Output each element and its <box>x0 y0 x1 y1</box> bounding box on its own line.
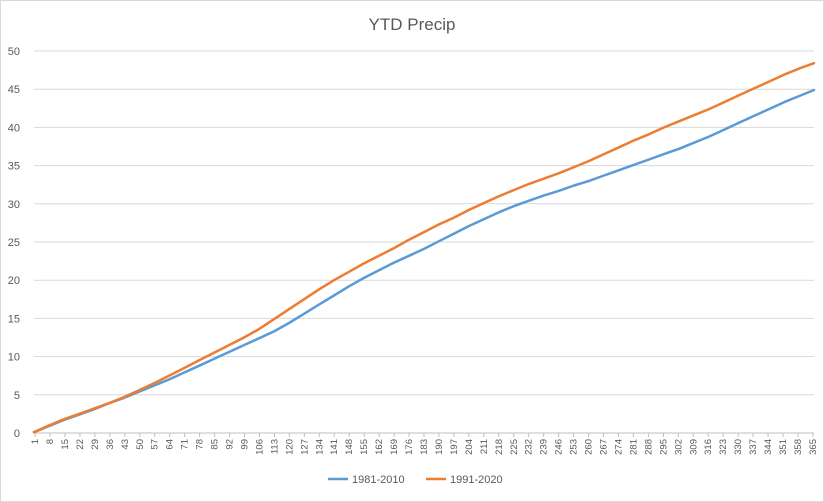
x-tick-label: 148 <box>344 439 355 455</box>
x-tick-label: 120 <box>284 439 295 455</box>
legend-label: 1991-2020 <box>450 474 503 486</box>
x-tick-label: 358 <box>793 439 804 455</box>
x-tick-label: 57 <box>150 439 161 450</box>
x-tick-label: 92 <box>225 439 236 450</box>
grid-lines <box>34 50 814 396</box>
x-tick-label: 78 <box>195 439 206 450</box>
y-tick-label: 0 <box>14 428 20 440</box>
x-tick-label: 337 <box>748 439 759 455</box>
x-tick-label: 316 <box>703 439 714 455</box>
x-tick-label: 253 <box>569 439 580 455</box>
x-tick-label: 106 <box>254 439 265 455</box>
series-lines <box>32 61 816 434</box>
y-tick-label: 10 <box>8 352 20 364</box>
y-tick-label: 30 <box>8 199 20 211</box>
series-line-1 <box>32 88 816 434</box>
x-tick-label: 260 <box>584 439 595 455</box>
y-tick-label: 45 <box>8 84 20 96</box>
x-tick-label: 162 <box>374 439 385 455</box>
x-tick-label: 99 <box>239 439 250 450</box>
x-tick-label: 36 <box>105 439 116 450</box>
x-tick-label: 141 <box>329 439 340 455</box>
x-tick-label: 218 <box>494 439 505 455</box>
x-tick-label: 8 <box>45 439 56 444</box>
y-tick-label: 5 <box>14 390 20 402</box>
x-tick-label: 302 <box>673 439 684 455</box>
x-tick-label: 225 <box>509 439 520 455</box>
x-tick-label: 288 <box>643 439 654 455</box>
y-tick-label: 20 <box>8 275 20 287</box>
x-tick-label: 197 <box>449 439 460 455</box>
x-tick-label: 50 <box>135 439 146 450</box>
x-tick-label: 127 <box>299 439 310 455</box>
y-axis-ticks: 0 5 10 15 20 25 30 35 40 45 50 <box>8 46 20 440</box>
x-tick-label: 155 <box>359 439 370 455</box>
series-line-2 <box>32 61 816 434</box>
x-tick-label: 204 <box>464 439 475 455</box>
x-tick-label: 169 <box>389 439 400 455</box>
x-tick-label: 323 <box>718 439 729 455</box>
x-tick-label: 232 <box>524 439 535 455</box>
x-tick-label: 295 <box>658 439 669 455</box>
x-tick-label: 15 <box>60 439 71 450</box>
legend-label: 1981-2010 <box>352 474 405 486</box>
chart-title: YTD Precip <box>369 15 456 34</box>
x-tick-label: 43 <box>120 439 131 450</box>
y-tick-label: 35 <box>8 161 20 173</box>
x-tick-label: 274 <box>613 439 624 455</box>
x-tick-label: 351 <box>778 439 789 455</box>
x-tick-label: 22 <box>75 439 86 450</box>
x-tick-label: 176 <box>404 439 415 455</box>
x-tick-label: 267 <box>599 439 610 455</box>
x-tick-label: 29 <box>90 439 101 450</box>
y-tick-label: 50 <box>8 46 20 58</box>
x-tick-label: 246 <box>554 439 565 455</box>
x-tick-label: 134 <box>314 439 325 455</box>
x-tick-label: 113 <box>269 439 280 454</box>
x-tick-label: 85 <box>210 439 221 450</box>
x-tick-label: 344 <box>763 439 774 455</box>
x-tick-label: 309 <box>688 439 699 455</box>
legend: 1981-2010 1991-2020 <box>328 474 503 486</box>
x-tick-label: 239 <box>539 439 550 455</box>
x-tick-label: 365 <box>808 439 819 455</box>
x-tick-label: 183 <box>419 439 430 455</box>
x-tick-label: 64 <box>165 439 176 450</box>
y-tick-label: 15 <box>8 313 20 325</box>
x-axis: 1 8 15 22 29 36 43 50 57 64 71 78 85 92 99 106 113 120 127… <box>30 432 819 455</box>
y-tick-label: 25 <box>8 237 20 249</box>
x-tick-label: 71 <box>180 439 191 450</box>
x-tick-label: 190 <box>434 439 445 455</box>
y-tick-label: 40 <box>8 122 20 134</box>
x-tick-label: 211 <box>479 439 490 454</box>
x-tick-label: 1 <box>30 439 41 444</box>
x-tick-label: 330 <box>733 439 744 455</box>
x-tick-label: 281 <box>628 439 639 455</box>
